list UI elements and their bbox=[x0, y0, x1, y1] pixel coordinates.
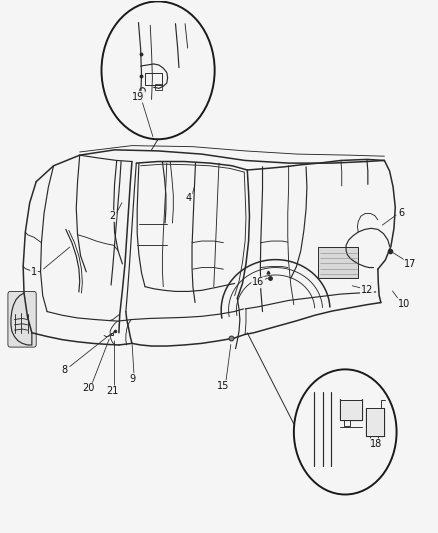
Text: 1: 1 bbox=[31, 267, 37, 277]
Text: 17: 17 bbox=[404, 259, 417, 269]
FancyBboxPatch shape bbox=[318, 247, 358, 278]
Text: 12: 12 bbox=[361, 285, 373, 295]
Bar bbox=[155, 84, 162, 91]
Text: 9: 9 bbox=[129, 374, 135, 384]
Bar bbox=[145, 74, 162, 85]
FancyBboxPatch shape bbox=[366, 408, 385, 436]
Text: 20: 20 bbox=[82, 383, 95, 393]
Text: 21: 21 bbox=[106, 386, 119, 396]
FancyBboxPatch shape bbox=[8, 292, 36, 347]
FancyBboxPatch shape bbox=[340, 400, 362, 420]
Text: 18: 18 bbox=[370, 439, 382, 449]
Text: 10: 10 bbox=[398, 298, 410, 309]
Text: 6: 6 bbox=[399, 208, 405, 219]
Text: 19: 19 bbox=[132, 92, 145, 102]
Text: 4: 4 bbox=[185, 192, 191, 203]
Text: 16: 16 bbox=[252, 277, 264, 287]
Text: 15: 15 bbox=[217, 381, 230, 391]
Text: 2: 2 bbox=[109, 211, 116, 221]
Text: 8: 8 bbox=[61, 365, 67, 375]
